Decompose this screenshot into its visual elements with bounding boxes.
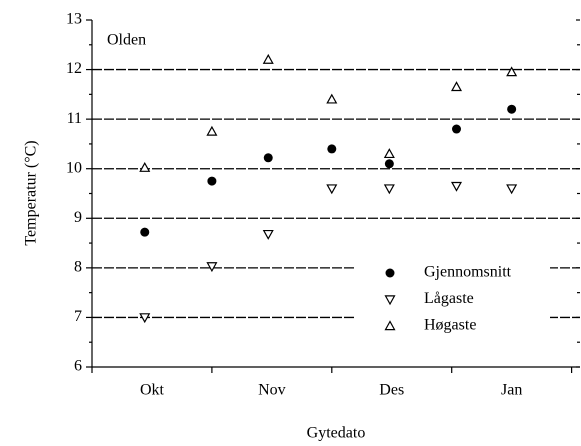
point	[140, 227, 150, 237]
chart-title: Olden	[107, 32, 146, 49]
point	[452, 124, 462, 134]
point	[262, 229, 274, 240]
point	[506, 66, 518, 77]
point	[327, 144, 337, 154]
x-axis-label: Gytedato	[307, 425, 366, 442]
point	[384, 159, 394, 169]
point	[383, 148, 395, 159]
point	[450, 81, 463, 92]
point	[139, 313, 151, 324]
point	[139, 161, 151, 172]
point	[263, 153, 273, 163]
point	[450, 181, 463, 192]
legend-marker	[385, 268, 395, 278]
x-tick-label: Jan	[501, 382, 522, 399]
y-tick-label: 7	[74, 308, 82, 325]
legend-label: Gjennomsnitt	[424, 264, 512, 281]
point	[262, 53, 274, 64]
y-tick-label: 11	[67, 110, 82, 127]
point	[206, 125, 218, 136]
legend-label: Lågaste	[424, 290, 474, 307]
point	[506, 184, 518, 195]
y-tick-label: 8	[74, 259, 82, 276]
x-tick-label: Okt	[140, 382, 165, 399]
x-tick-label: Des	[379, 382, 404, 399]
point	[326, 184, 338, 195]
x-tick-label: Nov	[258, 382, 286, 399]
y-tick-label: 13	[66, 11, 82, 28]
y-tick-label: 9	[74, 209, 82, 226]
point	[207, 176, 217, 186]
y-axis-label: Temperatur (°C)	[23, 140, 40, 245]
y-tick-label: 10	[66, 159, 82, 176]
legend-label: Høgaste	[424, 317, 476, 334]
point	[507, 104, 517, 114]
point	[326, 93, 338, 104]
y-tick-label: 6	[74, 358, 82, 375]
y-tick-label: 12	[66, 60, 82, 77]
point	[206, 262, 218, 273]
legend-marker	[384, 320, 396, 331]
legend-marker	[384, 295, 396, 306]
point	[383, 184, 395, 195]
